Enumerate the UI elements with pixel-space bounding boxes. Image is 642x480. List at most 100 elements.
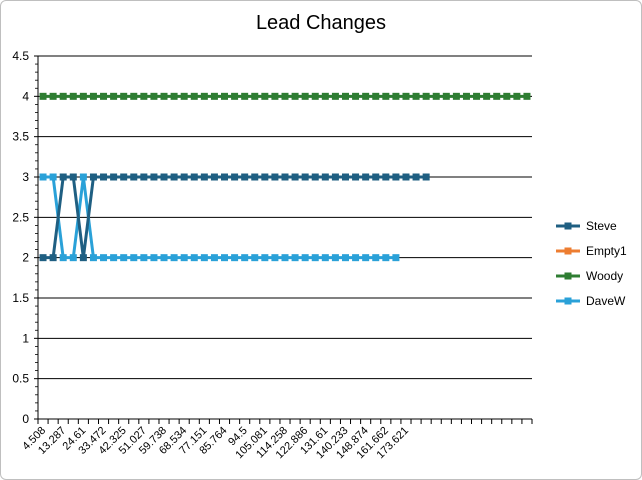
data-point (170, 254, 178, 262)
gridlines (38, 55, 532, 380)
data-point (200, 254, 208, 262)
data-point (59, 92, 67, 100)
data-point (372, 254, 380, 262)
legend-label: Empty1 (586, 244, 627, 258)
data-point (170, 173, 178, 181)
legend-swatch-marker (564, 247, 572, 255)
data-point (281, 173, 289, 181)
data-point (39, 173, 47, 181)
data-point (89, 173, 97, 181)
data-point (341, 254, 349, 262)
data-point (311, 254, 319, 262)
data-point (331, 92, 339, 100)
y-tick-label: 2.5 (12, 210, 29, 224)
data-point (513, 92, 521, 100)
data-point (140, 92, 148, 100)
data-point (261, 173, 269, 181)
y-tick-label: 1.5 (12, 291, 29, 305)
data-point (372, 173, 380, 181)
data-point (100, 92, 108, 100)
data-point (422, 92, 430, 100)
legend-item-davew: DaveW (556, 294, 626, 308)
data-point (372, 92, 380, 100)
data-point (200, 173, 208, 181)
y-tick-label: 4.5 (12, 49, 29, 63)
data-point (241, 173, 249, 181)
data-point (140, 254, 148, 262)
data-point (311, 92, 319, 100)
data-point (483, 92, 491, 100)
data-point (261, 92, 269, 100)
data-point (412, 92, 420, 100)
data-point (160, 92, 168, 100)
data-point (190, 173, 198, 181)
data-point (79, 92, 87, 100)
data-point (241, 254, 249, 262)
data-point (311, 173, 319, 181)
data-point (442, 92, 450, 100)
data-point (523, 92, 531, 100)
data-point (271, 173, 279, 181)
y-tick-label: 0 (22, 412, 29, 426)
data-point (130, 173, 138, 181)
legend-swatch-marker (564, 272, 572, 280)
legend-label: Steve (586, 219, 617, 233)
data-point (291, 92, 299, 100)
data-point (221, 254, 229, 262)
series-davew (39, 173, 400, 262)
data-point (150, 173, 158, 181)
data-point (281, 92, 289, 100)
data-point (362, 173, 370, 181)
data-point (120, 173, 128, 181)
legend-swatch-marker (564, 297, 572, 305)
data-point (503, 92, 511, 100)
data-point (473, 92, 481, 100)
data-point (59, 173, 67, 181)
data-point (271, 254, 279, 262)
data-point (130, 92, 138, 100)
data-point (362, 92, 370, 100)
data-point (89, 92, 97, 100)
data-point (352, 92, 360, 100)
data-point (69, 254, 77, 262)
data-point (301, 92, 309, 100)
y-tick-label: 3 (22, 170, 29, 184)
data-point (412, 173, 420, 181)
data-point (321, 254, 329, 262)
data-point (110, 173, 118, 181)
data-point (100, 173, 108, 181)
data-point (120, 92, 128, 100)
data-point (251, 254, 259, 262)
data-point (49, 92, 57, 100)
data-point (301, 173, 309, 181)
data-point (251, 173, 259, 181)
data-point (39, 92, 47, 100)
data-point (402, 92, 410, 100)
data-point (100, 254, 108, 262)
data-point (180, 254, 188, 262)
legend-label: Woody (586, 269, 623, 283)
data-point (392, 173, 400, 181)
data-point (341, 173, 349, 181)
series-steve (39, 173, 430, 262)
data-point (180, 173, 188, 181)
data-point (422, 173, 430, 181)
data-point (110, 92, 118, 100)
data-point (79, 254, 87, 262)
data-point (281, 254, 289, 262)
data-point (110, 254, 118, 262)
data-point (352, 173, 360, 181)
data-point (382, 254, 390, 262)
y-tick-label: 1 (22, 331, 29, 345)
data-point (160, 173, 168, 181)
data-point (160, 254, 168, 262)
data-point (392, 92, 400, 100)
legend-item-empty1: Empty1 (556, 244, 627, 258)
data-point (291, 173, 299, 181)
legend: Steve Empty1 Woody DaveW (556, 219, 627, 308)
data-point (251, 92, 259, 100)
data-point (301, 254, 309, 262)
chart-title: Lead Changes (255, 12, 387, 34)
data-point (210, 173, 218, 181)
